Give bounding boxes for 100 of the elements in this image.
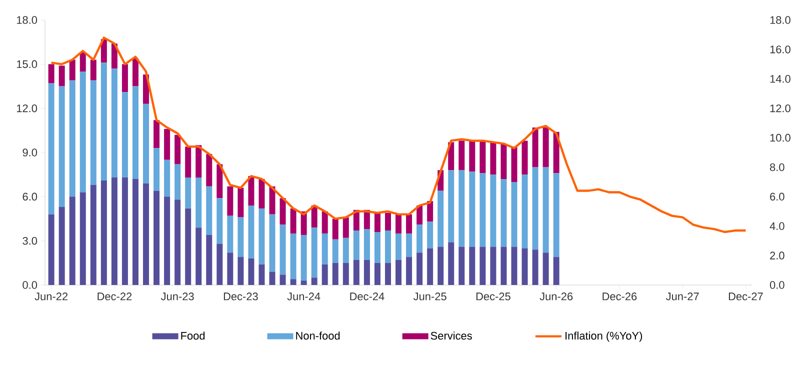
bar xyxy=(206,234,212,285)
bar xyxy=(384,262,391,285)
bar xyxy=(374,262,380,285)
bar xyxy=(280,224,286,275)
legend-label: Food xyxy=(181,332,205,340)
bar xyxy=(532,250,538,285)
bar xyxy=(342,262,349,285)
bar xyxy=(332,239,338,263)
bar xyxy=(80,72,86,192)
bar xyxy=(238,217,244,258)
bar xyxy=(290,279,296,285)
bar xyxy=(311,228,318,278)
bar xyxy=(458,170,465,247)
bar xyxy=(532,127,538,168)
y2-tick-label: 14.0 xyxy=(770,75,790,83)
bar xyxy=(374,212,380,232)
legend-label: Services xyxy=(430,332,472,340)
bar xyxy=(196,145,202,178)
bar xyxy=(90,80,96,185)
y-tick-label: 3.0 xyxy=(22,236,38,245)
bar xyxy=(132,86,138,179)
bar xyxy=(227,252,234,285)
bar xyxy=(427,248,434,285)
bar xyxy=(69,60,76,80)
y-tick-label: 9.0 xyxy=(22,148,38,156)
bar xyxy=(143,104,149,184)
x-tick-label: Dec-22 xyxy=(98,292,132,300)
x-tick-label: Jun-26 xyxy=(540,292,573,300)
bar xyxy=(490,142,496,175)
x-tick-label: Dec-24 xyxy=(350,292,384,300)
bar xyxy=(174,134,181,164)
bar xyxy=(332,218,338,240)
y2-tick-label: 4.0 xyxy=(770,222,784,230)
bar xyxy=(132,179,138,285)
bar xyxy=(353,260,360,285)
bar xyxy=(458,246,465,285)
x-tick-label: Jun-27 xyxy=(666,292,699,300)
bar xyxy=(438,246,444,285)
bar xyxy=(490,246,496,285)
x-tick-label: Jun-23 xyxy=(160,292,194,300)
bar xyxy=(438,190,444,247)
bar xyxy=(553,173,560,258)
bar xyxy=(374,232,380,263)
bar xyxy=(322,233,328,264)
bar xyxy=(480,173,486,247)
bar xyxy=(80,52,86,72)
bar xyxy=(132,58,138,86)
bar xyxy=(416,224,423,253)
bar xyxy=(469,246,476,285)
bar xyxy=(216,198,223,244)
y-tick-label: 15.0 xyxy=(16,60,38,68)
bar xyxy=(542,127,549,168)
bar xyxy=(269,214,276,272)
bar xyxy=(384,212,391,231)
x-tick-label: Dec-27 xyxy=(728,292,763,300)
bar xyxy=(122,92,128,178)
bar xyxy=(154,120,160,148)
y2-tick-label: 10.0 xyxy=(770,134,790,142)
bar xyxy=(511,182,518,247)
bar xyxy=(480,140,486,174)
bar xyxy=(511,246,518,285)
bar xyxy=(100,180,107,285)
bar xyxy=(216,244,223,285)
x-tick-label: Jun-24 xyxy=(287,292,320,300)
bar xyxy=(111,178,118,285)
bar xyxy=(342,238,349,263)
bar xyxy=(100,62,107,180)
bar xyxy=(238,188,244,218)
bar xyxy=(342,217,349,238)
bar xyxy=(122,178,128,285)
bar xyxy=(406,233,412,258)
legend-label: Inflation (%YoY) xyxy=(566,332,642,342)
line-series xyxy=(50,36,747,234)
bar xyxy=(90,184,96,285)
bar xyxy=(542,252,549,285)
bar xyxy=(522,248,528,285)
bar xyxy=(542,167,549,253)
bar xyxy=(500,179,507,247)
bar xyxy=(364,229,370,260)
bar xyxy=(58,86,65,207)
bar xyxy=(185,146,192,178)
bar xyxy=(469,172,476,247)
bar xyxy=(290,208,296,234)
bar xyxy=(58,206,65,285)
bar xyxy=(406,257,412,285)
bar xyxy=(196,228,202,285)
y2-tick-label: 18.0 xyxy=(770,16,790,24)
y-tick-label: 18.0 xyxy=(16,16,38,24)
bar xyxy=(164,160,170,197)
bar xyxy=(154,148,160,191)
bar xyxy=(553,257,560,285)
bar xyxy=(258,208,265,264)
bar xyxy=(406,214,412,234)
bar xyxy=(258,264,265,285)
bar xyxy=(238,257,244,285)
bar xyxy=(384,230,391,263)
bar xyxy=(458,140,465,170)
x-tick-label: Jun-25 xyxy=(413,292,446,300)
bar xyxy=(206,186,212,235)
bar xyxy=(396,260,402,285)
